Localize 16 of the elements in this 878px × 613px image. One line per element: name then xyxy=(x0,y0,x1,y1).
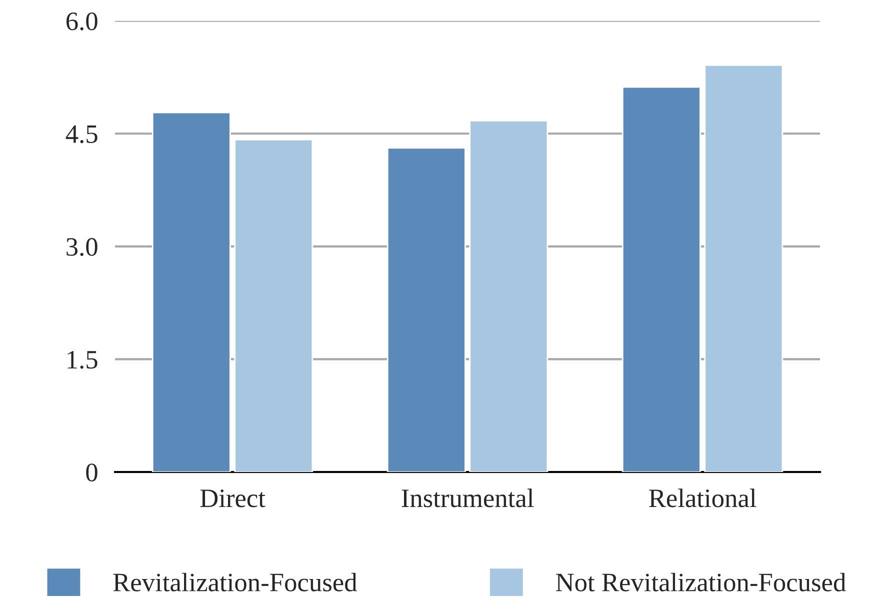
bar xyxy=(386,147,466,472)
bar xyxy=(152,112,231,472)
bar xyxy=(469,120,548,472)
y-tick-label: 1.5 xyxy=(68,350,98,369)
y-tick-label: 3.0 xyxy=(66,238,98,256)
legend-label: Revitalization-Focused xyxy=(113,572,357,592)
x-tick-label: Relational xyxy=(649,488,756,508)
bar xyxy=(704,64,784,472)
legend-label: Not Revitalization-Focused xyxy=(556,572,846,592)
y-tick-label: 0 xyxy=(86,464,98,482)
bar xyxy=(622,86,701,472)
y-tick-label: 4.5 xyxy=(66,125,98,144)
x-tick-label: Instrumental xyxy=(402,488,534,508)
x-tick-label: Direct xyxy=(200,490,266,508)
bar xyxy=(234,138,314,472)
y-tick-label: 6.0 xyxy=(66,12,98,30)
